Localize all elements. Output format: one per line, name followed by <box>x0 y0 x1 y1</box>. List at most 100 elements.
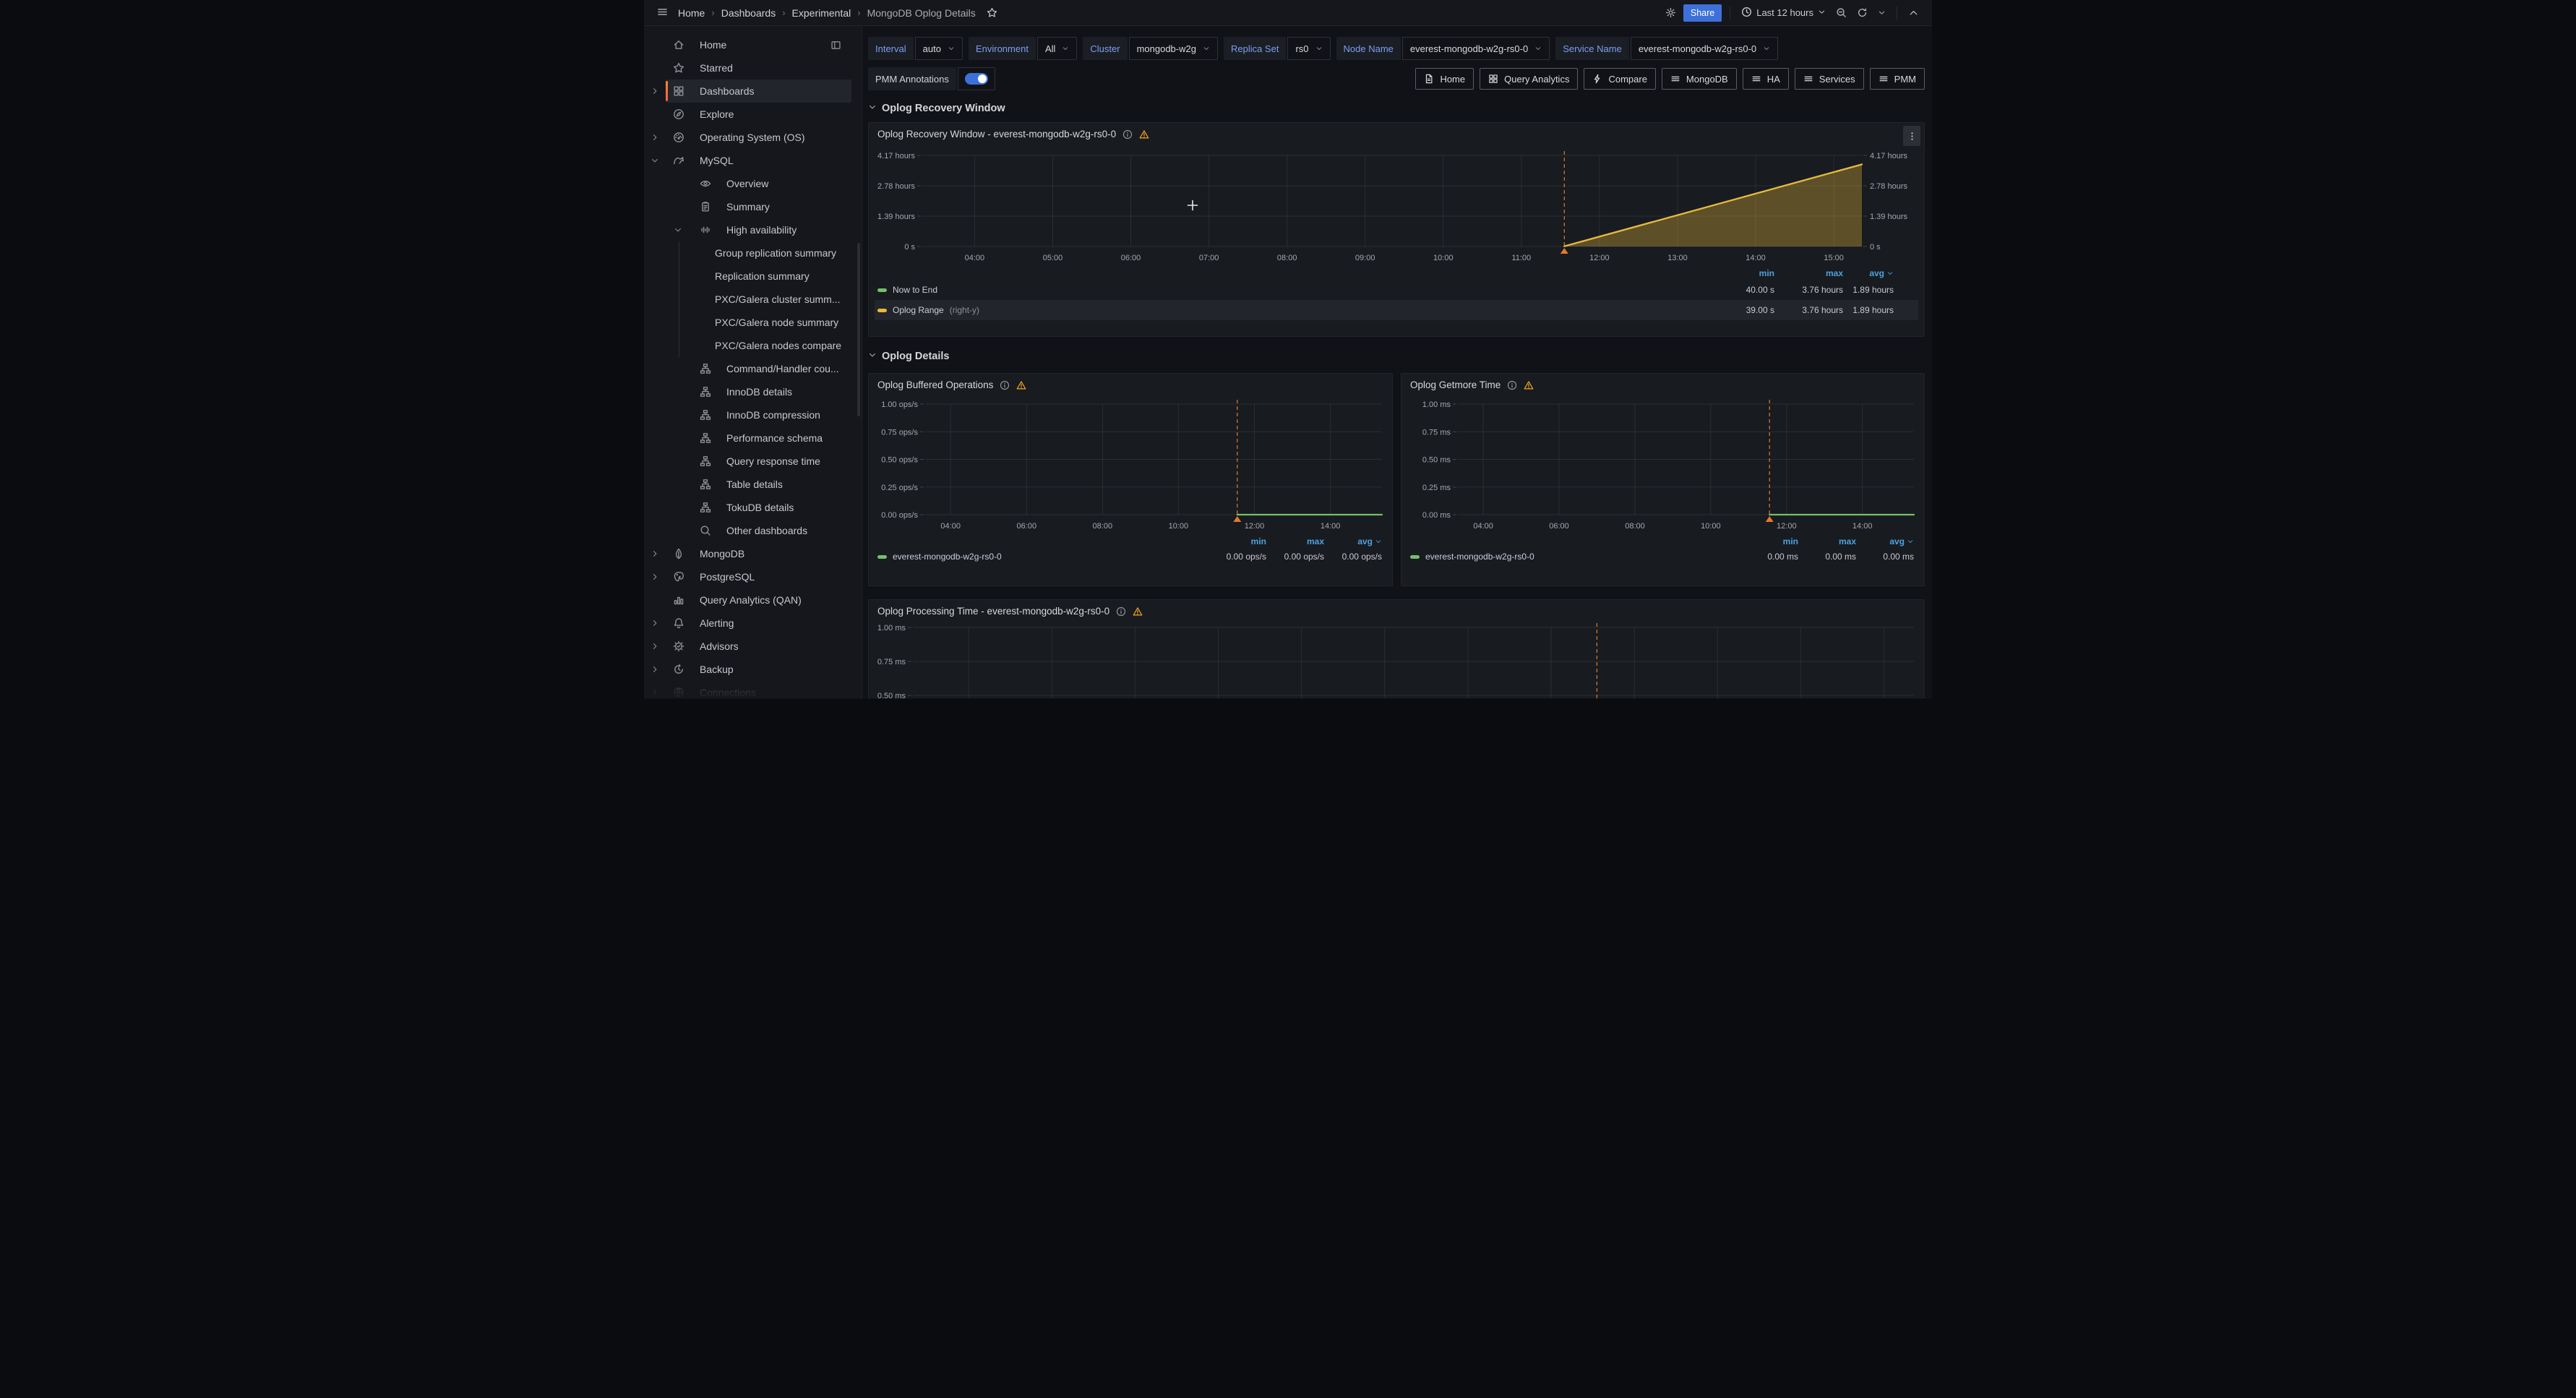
sidebar-item-command-handler-cou[interactable]: Command/Handler cou... <box>644 357 862 380</box>
timeseries-chart-oplog-recovery[interactable]: 0 s0 s1.39 hours1.39 hours2.78 hours2.78… <box>875 144 1918 265</box>
quick-link-query-analytics[interactable]: Query Analytics <box>1480 68 1578 90</box>
expand-chevron[interactable] <box>651 126 659 149</box>
sidebar-item-explore[interactable]: Explore <box>644 103 862 126</box>
sidebar-item-performance-schema[interactable]: Performance schema <box>644 426 862 450</box>
timeseries-chart-buffered-operations[interactable]: 0.00 ops/s0.25 ops/s0.50 ops/s0.75 ops/s… <box>875 396 1386 533</box>
sidebar-item-pxc-galera-cluster-summ[interactable]: PXC/Galera cluster summ... <box>644 288 862 311</box>
panel-warning-icon[interactable] <box>1139 129 1149 140</box>
quick-link-compare[interactable]: Compare <box>1584 68 1655 90</box>
expand-chevron[interactable] <box>651 80 659 103</box>
legend-series-toggle[interactable]: Oplog Range (right-y) <box>875 305 1706 315</box>
sidebar-item-mysql[interactable]: MySQL <box>644 149 862 172</box>
legend-series-toggle[interactable]: everest-mongodb-w2g-rs0-0 <box>875 552 1208 562</box>
panel-title[interactable]: Oplog Processing Time - everest-mongodb-… <box>877 606 1109 617</box>
panel-info-icon[interactable] <box>1507 380 1517 390</box>
filter-value-dropdown[interactable]: rs0 <box>1287 37 1330 60</box>
filter-value-dropdown[interactable]: everest-mongodb-w2g-rs0-0 <box>1402 37 1550 60</box>
panel-warning-icon[interactable] <box>1133 606 1143 617</box>
panel-title[interactable]: Oplog Buffered Operations <box>877 379 993 390</box>
expand-chevron[interactable] <box>651 565 659 588</box>
legend-sort-max[interactable]: max <box>1798 536 1856 546</box>
legend-sort-min[interactable]: min <box>1208 536 1266 546</box>
sidebar-item-other-dashboards[interactable]: Other dashboards <box>644 519 862 542</box>
sidebar-item-query-response-time[interactable]: Query response time <box>644 450 862 473</box>
breadcrumb-item-home[interactable]: Home <box>678 7 705 19</box>
sidebar-item-group-replication-summary[interactable]: Group replication summary <box>644 241 862 265</box>
zoom-out-time-button[interactable] <box>1833 4 1850 21</box>
timeseries-chart-getmore-time[interactable]: 0.00 ms0.25 ms0.50 ms0.75 ms1.00 ms04:00… <box>1407 396 1918 533</box>
refresh-interval-dropdown[interactable] <box>1875 6 1889 20</box>
legend-sort-avg[interactable]: avg <box>1843 268 1894 278</box>
breadcrumb-item-experimental[interactable]: Experimental <box>792 7 851 19</box>
panel-info-icon[interactable] <box>1122 129 1133 140</box>
panel-menu-kebab-button[interactable] <box>1903 126 1920 146</box>
collapse-navbar-button[interactable] <box>1905 4 1922 21</box>
expand-chevron[interactable] <box>651 612 659 635</box>
sidebar-item-pxc-galera-node-summary[interactable]: PXC/Galera node summary <box>644 311 862 334</box>
breadcrumb-item-mongodb-oplog-details[interactable]: MongoDB Oplog Details <box>867 7 976 19</box>
sidebar-item-advisors[interactable]: Advisors <box>644 635 862 658</box>
legend-sort-avg[interactable]: avg <box>1856 536 1914 546</box>
sidebar-item-overview[interactable]: Overview <box>644 172 862 195</box>
filter-value-dropdown[interactable]: All <box>1037 37 1077 60</box>
panel-title[interactable]: Oplog Getmore Time <box>1410 379 1500 390</box>
sidebar-scrollbar[interactable] <box>857 243 860 416</box>
sidebar-collapse-button[interactable] <box>830 40 841 51</box>
legend-series-toggle[interactable]: Now to End <box>875 285 1706 295</box>
filter-value-dropdown[interactable]: auto <box>915 37 963 60</box>
quick-link-pmm[interactable]: PMM <box>1870 68 1925 90</box>
sidebar-item-pxc-galera-nodes-compare[interactable]: PXC/Galera nodes compare <box>644 334 862 357</box>
sidebar-item-table-details[interactable]: Table details <box>644 473 862 496</box>
filter-label[interactable]: Node Name <box>1336 37 1401 60</box>
filter-label[interactable]: Replica Set <box>1224 37 1286 60</box>
sidebar-item-backup[interactable]: Backup <box>644 658 862 681</box>
sidebar-item-query-analytics-qan[interactable]: Query Analytics (QAN) <box>644 588 862 612</box>
panel-info-icon[interactable] <box>1116 606 1126 617</box>
pmm-annotations-toggle[interactable] <box>958 67 995 90</box>
sidebar-item-operating-system-os[interactable]: Operating System (OS) <box>644 126 862 149</box>
sidebar-item-alerting[interactable]: Alerting <box>644 612 862 635</box>
sidebar-item-dashboards[interactable]: Dashboards <box>644 80 862 103</box>
filter-value-dropdown[interactable]: mongodb-w2g <box>1129 37 1218 60</box>
main-menu-hamburger-button[interactable] <box>654 4 671 22</box>
section-oplog-recovery-window[interactable]: Oplog Recovery Window <box>868 99 1925 118</box>
sidebar-item-home[interactable]: Home <box>644 33 862 56</box>
sidebar-item-summary[interactable]: Summary <box>644 195 862 218</box>
legend-sort-min[interactable]: min <box>1740 536 1798 546</box>
legend-series-toggle[interactable]: everest-mongodb-w2g-rs0-0 <box>1407 552 1740 562</box>
timeseries-chart-processing-time[interactable]: 0.00 ms0.25 ms0.50 ms0.75 ms1.00 ms <box>875 622 1918 698</box>
filter-label[interactable]: Environment <box>969 37 1036 60</box>
sidebar-item-tokudb-details[interactable]: TokuDB details <box>644 496 862 519</box>
dashboard-settings-button[interactable] <box>1662 4 1679 21</box>
filter-label[interactable]: Interval <box>868 37 914 60</box>
sidebar-item-connections[interactable]: Connections <box>644 681 862 698</box>
quick-link-mongodb[interactable]: MongoDB <box>1662 68 1737 90</box>
legend-sort-avg[interactable]: avg <box>1324 536 1382 546</box>
panel-title[interactable]: Oplog Recovery Window - everest-mongodb-… <box>877 129 1116 140</box>
sidebar-item-innodb-details[interactable]: InnoDB details <box>644 380 862 403</box>
filter-label[interactable]: Service Name <box>1555 37 1629 60</box>
filter-label[interactable]: Cluster <box>1083 37 1127 60</box>
expand-chevron[interactable] <box>651 681 659 698</box>
time-range-picker[interactable]: Last 12 hours <box>1738 4 1829 22</box>
sidebar-item-mongodb[interactable]: MongoDB <box>644 542 862 565</box>
sidebar-item-starred[interactable]: Starred <box>644 56 862 80</box>
panel-info-icon[interactable] <box>1000 380 1010 390</box>
legend-sort-max[interactable]: max <box>1266 536 1324 546</box>
filter-value-dropdown[interactable]: everest-mongodb-w2g-rs0-0 <box>1631 37 1778 60</box>
breadcrumb-item-dashboards[interactable]: Dashboards <box>721 7 776 19</box>
legend-sort-max[interactable]: max <box>1774 268 1843 278</box>
quick-link-ha[interactable]: HA <box>1743 68 1789 90</box>
expand-chevron[interactable] <box>651 149 659 172</box>
section-oplog-details[interactable]: Oplog Details <box>868 347 1925 366</box>
panel-warning-icon[interactable] <box>1524 380 1534 390</box>
quick-link-services[interactable]: Services <box>1795 68 1864 90</box>
favorite-star-button[interactable] <box>987 7 997 18</box>
share-button[interactable]: Share <box>1683 4 1722 22</box>
sidebar-item-high-availability[interactable]: High availability <box>644 218 862 241</box>
refresh-button[interactable] <box>1854 4 1871 21</box>
quick-link-home[interactable]: Home <box>1415 68 1474 90</box>
sidebar-item-postgresql[interactable]: PostgreSQL <box>644 565 862 588</box>
expand-chevron[interactable] <box>651 635 659 658</box>
panel-warning-icon[interactable] <box>1016 380 1026 390</box>
